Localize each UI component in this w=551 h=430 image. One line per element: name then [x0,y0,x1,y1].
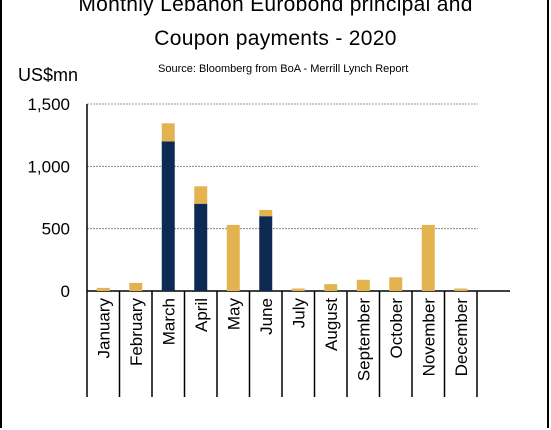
y-tick-label: 1,500 [27,95,70,114]
bar-principal [194,203,208,291]
bar-principal [161,141,175,291]
x-tick-label: March [159,298,178,345]
title-line-1: Monthly Lebanon Eurobond principal and [78,0,473,16]
x-tick-label: September [354,298,373,381]
bar-coupon [421,224,435,291]
x-tick-label: December [452,298,471,377]
title-line-2: Coupon payments - 2020 [154,27,397,50]
y-tick-label: 1,000 [27,157,70,176]
bar-coupon [226,224,240,291]
y-axis-unit-label: US$mn [18,65,79,85]
y-tick-label: 0 [61,282,70,301]
x-tick-label: October [387,298,406,359]
bar-coupon [194,186,208,204]
bar-coupon [324,284,338,291]
x-tick-label: August [322,298,341,351]
bar-coupon [161,123,175,142]
bar-coupon [129,282,143,291]
chart-title: Monthly Lebanon Eurobond principal and C… [0,0,551,56]
bar-coupon [259,209,273,217]
bar-coupon [291,288,305,291]
x-tick-label: February [127,298,146,367]
bar-coupon [454,288,468,291]
bar-coupon [389,277,403,291]
bar-coupon [356,279,370,291]
x-tick-label: June [257,298,276,335]
x-tick-label: May [224,298,243,331]
x-tick-label: November [419,298,438,377]
bar-coupon [96,287,110,291]
x-tick-label: April [192,298,211,332]
source-note: Source: Bloomberg from BoA - Merrill Lyn… [158,63,409,75]
y-tick-label: 500 [42,220,70,239]
x-tick-label: January [94,298,113,359]
bar-principal [259,216,273,291]
x-tick-label: July [289,298,308,329]
